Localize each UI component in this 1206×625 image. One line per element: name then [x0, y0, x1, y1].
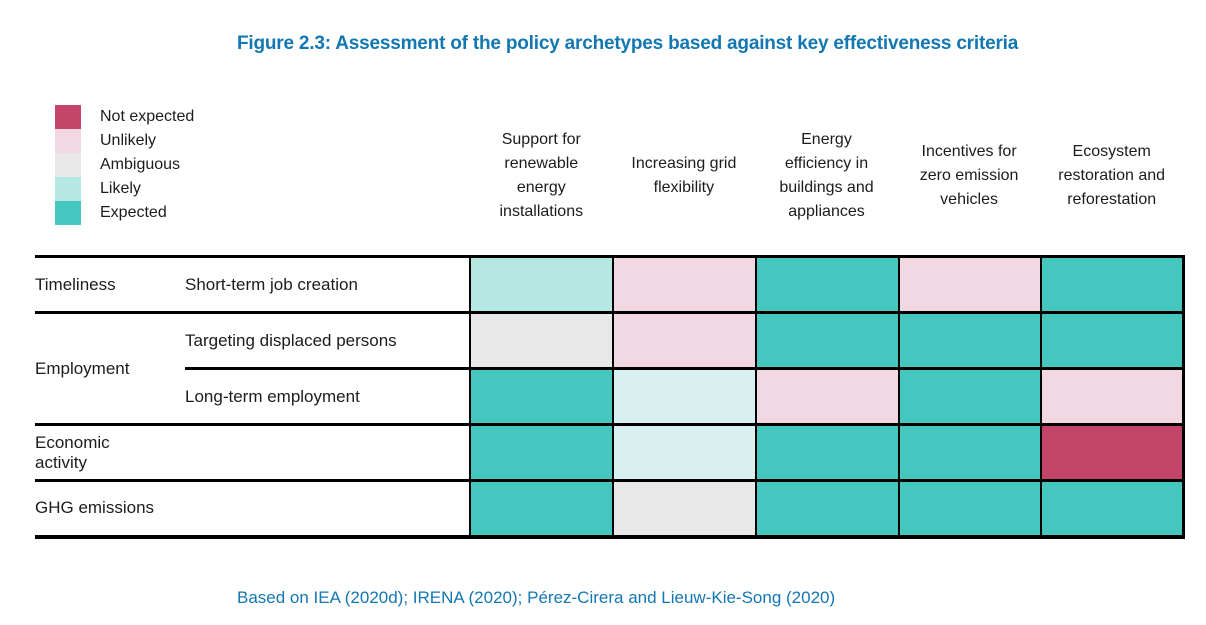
sub-label: Targeting displaced persons	[185, 311, 470, 370]
rating-cell-r4-c5	[1040, 423, 1185, 482]
rating-cell-r4-c1	[469, 423, 613, 482]
rating-cell-r2-c1	[469, 311, 613, 370]
rating-cell-r1-c3	[755, 255, 899, 314]
legend-label: Ambiguous	[100, 156, 181, 173]
criterion-label: Economic activity	[35, 423, 470, 482]
table-row: GHG emissions	[35, 479, 1185, 539]
criterion-label: GHG emissions	[35, 479, 470, 539]
rating-cell-r1-c2	[612, 255, 756, 314]
legend-item: Ambiguous	[55, 153, 194, 177]
legend-swatch-ambiguous	[55, 153, 81, 177]
source-note: Based on IEA (2020d); IRENA (2020); Pére…	[237, 588, 836, 607]
legend-item: Not expected	[55, 105, 194, 129]
rating-cell-r2-c5	[1040, 311, 1185, 370]
legend-label: Likely	[100, 180, 141, 197]
criterion-label: Employment	[35, 311, 185, 426]
rating-cell-r2-c3	[755, 311, 899, 370]
rating-cell-r2-c4	[898, 311, 1041, 370]
table-row: Employment Targeting displaced persons	[35, 311, 1185, 426]
rating-cell-r5-c5	[1040, 479, 1185, 539]
rating-cell-r4-c4	[898, 423, 1041, 482]
sub-label: Short-term job creation	[185, 255, 470, 314]
legend-label: Expected	[100, 204, 167, 221]
rating-cell-r4-c2	[612, 423, 756, 482]
criterion-label: Timeliness	[35, 255, 185, 314]
legend-item: Expected	[55, 201, 194, 225]
table-row: Economic activity	[35, 423, 1185, 482]
table-row: Timeliness Short-term job creation	[35, 255, 1185, 314]
column-header-3: Energy efficiency in buildings and appli…	[779, 131, 874, 220]
rating-cell-r3-c5	[1040, 367, 1185, 426]
column-header-4: Incentives for zero emission vehicles	[919, 143, 1019, 208]
rating-cell-r3-c4	[898, 367, 1041, 426]
rating-cell-r1-c5	[1040, 255, 1185, 314]
rating-cell-r5-c4	[898, 479, 1041, 539]
rating-cell-r3-c2	[612, 367, 756, 426]
column-header-5: Ecosystem restoration and reforestation	[1058, 143, 1166, 208]
legend-item: Unlikely	[55, 129, 194, 153]
rating-cell-r5-c1	[469, 479, 613, 539]
legend: Not expected Unlikely Ambiguous Likely Expec…	[55, 105, 194, 225]
table-row: Long-term employment	[35, 367, 1185, 426]
legend-label: Not expected	[100, 108, 195, 125]
rating-cell-r4-c3	[755, 423, 899, 482]
rating-cell-r3-c1	[469, 367, 613, 426]
rating-cell-r5-c2	[612, 479, 756, 539]
legend-label: Unlikely	[100, 132, 157, 149]
sub-label: Long-term employment	[185, 367, 470, 426]
figure-title: Figure 2.3: Assessment of the policy arc…	[237, 33, 1019, 54]
assessment-table: Timeliness Short-term job creation Employm…	[35, 255, 1185, 539]
column-header-2: Increasing grid flexibility	[631, 155, 737, 196]
rating-cell-r1-c1	[469, 255, 613, 314]
rating-cell-r3-c3	[755, 367, 899, 426]
rating-cell-r1-c4	[898, 255, 1041, 314]
legend-item: Likely	[55, 177, 194, 201]
rating-cell-r2-c2	[612, 311, 756, 370]
legend-swatch-not-expected	[55, 105, 81, 129]
legend-swatch-unlikely	[55, 129, 81, 153]
column-header-1: Support for renewable energy installatio…	[499, 131, 584, 220]
legend-swatch-likely	[55, 177, 81, 201]
rating-cell-r5-c3	[755, 479, 899, 539]
column-headers: Support for renewable energy installatio…	[470, 120, 1183, 232]
legend-swatch-expected	[55, 201, 81, 225]
